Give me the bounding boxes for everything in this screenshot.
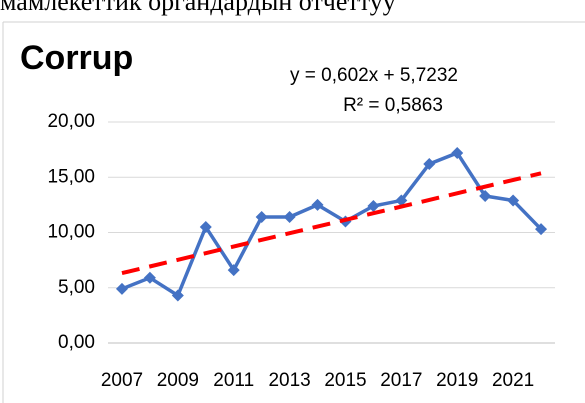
marker [451, 146, 464, 159]
chart-title: Corrup [20, 39, 133, 77]
marker [395, 194, 408, 207]
marker [479, 190, 492, 203]
x-tick-label: 2007 [101, 370, 143, 391]
marker [171, 289, 184, 302]
marker [535, 223, 548, 236]
marker [255, 211, 268, 224]
x-tick-label: 2015 [324, 370, 366, 391]
y-tick-label: 0,00 [58, 332, 95, 353]
trend-r2: R² = 0,5863 [343, 95, 443, 116]
y-tick-label: 10,00 [47, 222, 95, 243]
x-tick-label: 2009 [157, 370, 199, 391]
x-tick-label: 2017 [380, 370, 422, 391]
x-tick-label: 2011 [213, 370, 254, 391]
marker [199, 220, 212, 233]
marker [283, 211, 296, 224]
x-tick-label: 2019 [436, 370, 478, 391]
y-tick-label: 5,00 [58, 277, 95, 298]
marker [143, 271, 156, 284]
marker [115, 282, 128, 295]
marker [311, 198, 324, 211]
x-tick-label: 2013 [268, 370, 310, 391]
marker [367, 199, 380, 212]
y-tick-label: 20,00 [47, 111, 95, 132]
series-line [121, 150, 543, 299]
x-tick-label: 2021 [492, 370, 534, 391]
trend-equation: y = 0,602x + 5,7232 [290, 65, 458, 86]
marker [423, 157, 436, 170]
marker [227, 264, 240, 277]
marker [507, 194, 520, 207]
y-tick-label: 15,00 [47, 166, 95, 187]
header-text: мамлекеттик органдардын отчеттуу [0, 0, 396, 16]
trend-line [121, 171, 542, 276]
